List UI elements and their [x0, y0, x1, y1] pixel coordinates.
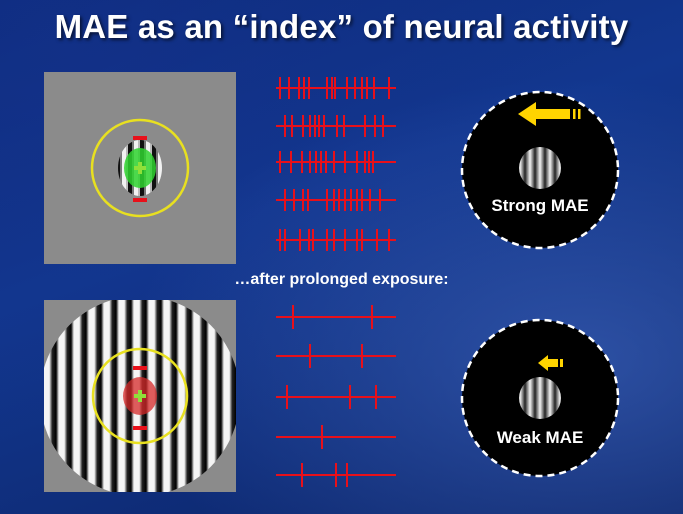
- test-grating: [519, 377, 561, 419]
- bottom-stimulus-image: [44, 300, 236, 492]
- spike-trains-low: [272, 300, 402, 490]
- fixation-cross-icon: [134, 162, 146, 174]
- strong-mae-label: Strong MAE: [491, 196, 589, 215]
- top-stimulus-panel: [44, 72, 236, 264]
- short-arrow-left-icon: [538, 355, 563, 371]
- weak-mae-panel: Weak MAE: [460, 318, 620, 478]
- receptive-field-circle: [90, 118, 190, 218]
- top-stimulus-image: [44, 72, 236, 264]
- slide-title: MAE as an “index” of neural activity: [54, 8, 629, 45]
- fixation-cross-icon: [134, 390, 146, 402]
- long-arrow-left-icon: [518, 102, 581, 126]
- receptive-field-circle: [91, 347, 189, 445]
- spike-trains-high: [272, 74, 402, 260]
- weak-mae-label: Weak MAE: [496, 428, 584, 447]
- strong-mae-panel: Strong MAE: [460, 90, 620, 250]
- exposure-caption: …after prolonged exposure:: [234, 271, 449, 288]
- bottom-stimulus-panel: [44, 300, 236, 492]
- test-grating: [519, 147, 561, 189]
